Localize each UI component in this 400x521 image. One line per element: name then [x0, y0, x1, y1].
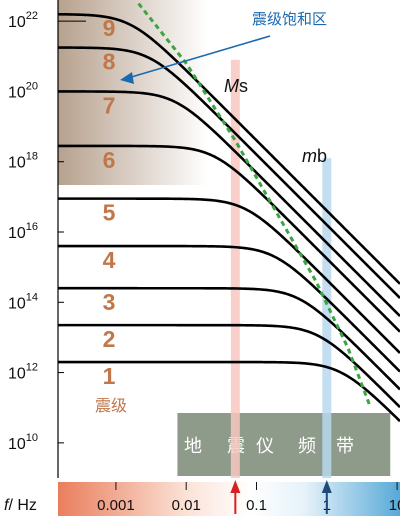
- instrument-band-char: 仪: [256, 436, 274, 456]
- magnitude-label: 3: [103, 289, 116, 315]
- band-label-Ms: Ms: [224, 76, 248, 96]
- spectrum-curve-2: [58, 323, 400, 409]
- curves-layer: [57, 12, 400, 423]
- band-label-mb: mb: [302, 146, 327, 166]
- y-tick-label: 1020: [8, 80, 38, 101]
- saturation-arrow-line: [127, 35, 271, 79]
- y-tick-label: 1018: [8, 151, 38, 172]
- spectrum-curve-6: [58, 144, 400, 333]
- magnitude-label: 5: [103, 200, 116, 226]
- y-tick-label: 1014: [8, 291, 38, 312]
- spectrum-curve-7: [58, 90, 400, 318]
- spectrum-curve-4: [58, 244, 400, 373]
- saturation-layer: [137, 2, 373, 409]
- saturation-arrow-head: [120, 72, 134, 84]
- band-Ms: [230, 59, 240, 478]
- magnitude-label: 7: [103, 92, 116, 118]
- magnitude-label: 6: [103, 147, 116, 173]
- y-tick-label: 1022: [8, 10, 38, 31]
- frequency-marker: [230, 480, 241, 493]
- x-tick-label: 0.001: [97, 497, 135, 514]
- spectrum-curve-8: [57, 46, 400, 299]
- frequency-marker: [321, 480, 332, 493]
- saturation-region-label: 震级饱和区: [252, 11, 327, 28]
- magnitude-label: 4: [103, 247, 116, 273]
- instrument-band-char: 带: [336, 436, 354, 456]
- frequency-bar: [58, 482, 400, 516]
- y-tick-label: 1010: [8, 432, 38, 453]
- x-tick-label: 0.01: [172, 497, 201, 514]
- saturation-line: [137, 2, 373, 409]
- magnitude-label: 9: [103, 15, 116, 41]
- spectrum-curve-9: [57, 12, 400, 285]
- x-tick-label: 10: [389, 497, 400, 514]
- y-tick-label: 1012: [8, 362, 38, 383]
- labels-layer: 9 8 7 6 5 4 3 2 1 震级 震级饱和区 Ms mb: [95, 11, 327, 415]
- x-tick-label: 0.1: [246, 497, 267, 514]
- instrument-band-char: 频: [298, 436, 316, 456]
- magnitude-label: 8: [103, 49, 116, 75]
- spectrum-curve-5: [58, 197, 400, 354]
- y-tick-label: 1016: [8, 221, 38, 242]
- magnitude-label: 2: [103, 326, 116, 352]
- magnitude-label: 1: [103, 363, 116, 389]
- spectrum-curve-3: [58, 286, 400, 391]
- grid-layer: [57, 0, 86, 478]
- spectrum-curve-1: [58, 360, 400, 423]
- instrument-band: [177, 413, 391, 476]
- x-axis-label: f/ Hz: [4, 497, 37, 514]
- magnitude-caption: 震级: [95, 397, 127, 415]
- bands-layer: 地震仪频带: [177, 59, 391, 478]
- instrument-band-char: 地: [184, 436, 202, 456]
